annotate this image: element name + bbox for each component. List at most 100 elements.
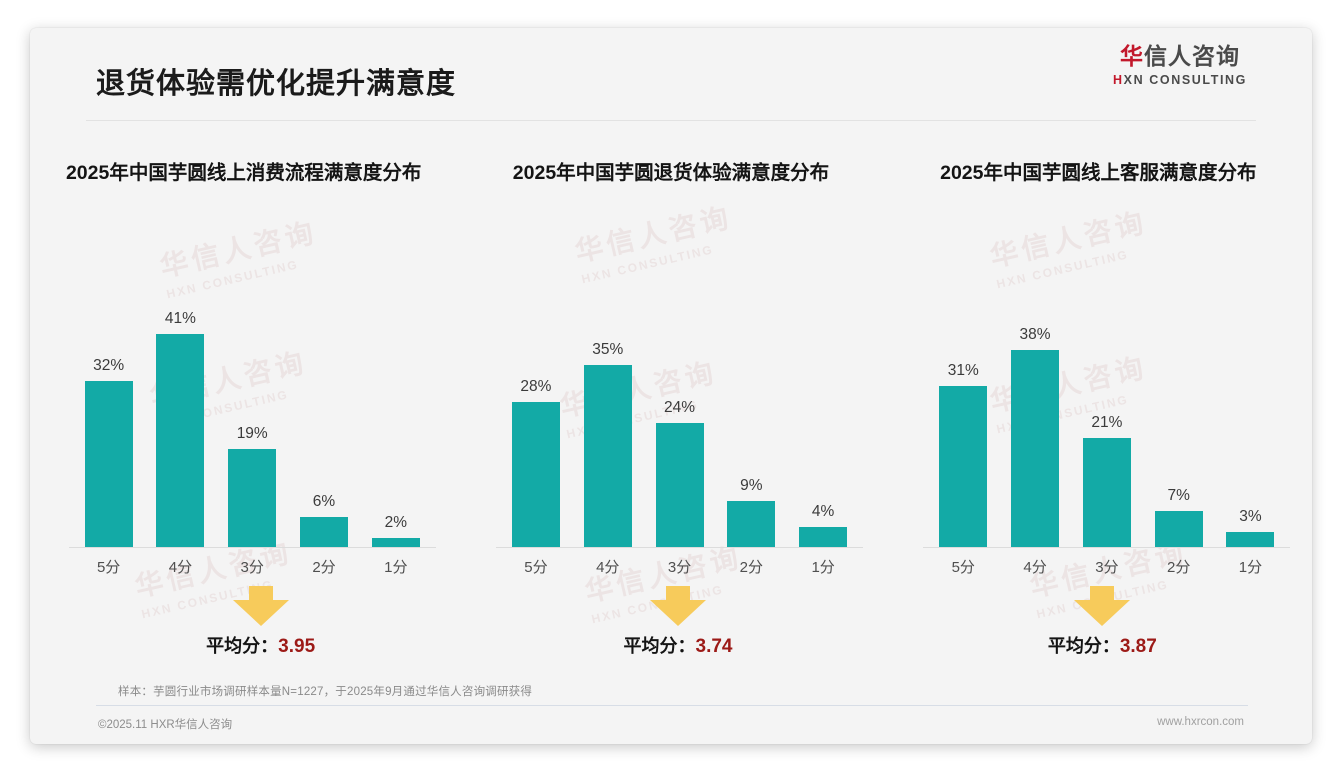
slide-canvas: 华信人咨询 HXN CONSULTING 华信人咨询 HXN CONSULTIN…: [30, 28, 1312, 744]
chart-plot-area: 28% 35% 24% 9%: [496, 268, 864, 548]
brand-logo-cn-rest: 信人咨询: [1144, 43, 1240, 69]
average-score-prefix: 平均分：: [623, 636, 696, 656]
brand-logo-en-accent: H: [1113, 73, 1124, 87]
bar[interactable]: [655, 423, 704, 548]
x-tick-label: 2分: [312, 559, 336, 576]
chart-plot-area: 31% 38% 21% 7%: [923, 268, 1291, 548]
bar-slot[interactable]: 38%: [999, 268, 1071, 548]
x-tick-label: 3分: [240, 559, 264, 576]
bar-value-label: 41%: [164, 310, 196, 327]
bar[interactable]: [228, 449, 277, 548]
bar-group: 31% 38% 21% 7%: [927, 268, 1286, 548]
bar-slot[interactable]: 31%: [927, 268, 999, 548]
average-callout: 平均分：3.95: [30, 586, 457, 658]
bar[interactable]: [939, 386, 988, 548]
header-divider: [86, 120, 1256, 121]
bar[interactable]: [727, 501, 776, 548]
bar[interactable]: [1011, 350, 1060, 548]
bar[interactable]: [1082, 438, 1131, 548]
x-axis-line: [923, 547, 1291, 548]
arrow-shaft: [248, 586, 273, 602]
bar-value-label: 28%: [520, 378, 552, 395]
average-score-text: 平均分：3.87: [893, 632, 1312, 658]
bar-value-label: 35%: [592, 341, 624, 358]
x-tick-label: 5分: [96, 559, 121, 576]
bar-value-label: 21%: [1091, 414, 1123, 431]
bar-slot[interactable]: 9%: [715, 268, 787, 548]
bar-slot[interactable]: 28%: [500, 268, 572, 548]
bar-value-label: 9%: [740, 477, 763, 494]
bar-value-label: 6%: [312, 493, 336, 510]
bar[interactable]: [300, 517, 348, 548]
arrow-head: [232, 600, 289, 626]
bar-value-label: 3%: [1239, 508, 1262, 525]
bar-value-label: 2%: [384, 514, 407, 531]
x-tick-label: 4分: [596, 559, 620, 576]
bar-value-label: 32%: [93, 357, 125, 374]
x-tick-label: 3分: [667, 559, 692, 576]
x-tick-label: 1分: [1238, 559, 1263, 576]
bar-value-label: 4%: [811, 503, 835, 520]
page-title: 退货体验需优化提升满意度: [96, 68, 457, 100]
bar-slot[interactable]: 19%: [216, 268, 288, 548]
bar-slot[interactable]: 35%: [572, 268, 644, 548]
x-axis-line: [68, 547, 436, 548]
bar-slot[interactable]: 7%: [1143, 268, 1215, 548]
average-score-value: 3.87: [1119, 636, 1157, 657]
average-callout: 平均分：3.87: [885, 586, 1312, 658]
average-score-text: 平均分：3.74: [471, 632, 884, 658]
bar-value-label: 19%: [236, 425, 268, 442]
bar-slot[interactable]: 32%: [73, 268, 145, 548]
down-arrow-icon: [232, 586, 289, 626]
x-axis-labels: 5分 4分 3分 2分 1分: [73, 556, 432, 577]
x-tick-label: 3分: [1095, 559, 1119, 576]
copyright-text: ©2025.11 HXR华信人咨询: [98, 719, 233, 731]
chart-title: 2025年中国芋圆线上消费流程满意度分布: [65, 162, 422, 184]
sample-note: 样本：芋圆行业市场调研样本量N=1227，于2025年9月通过华信人咨询调研获得: [118, 686, 533, 698]
x-tick-label: 1分: [384, 559, 408, 576]
bar[interactable]: [1226, 532, 1275, 548]
brand-logo-en-rest: XN CONSULTING: [1123, 73, 1247, 87]
bar-slot[interactable]: 21%: [1071, 268, 1143, 548]
bar-value-label: 38%: [1019, 326, 1051, 343]
bar[interactable]: [371, 538, 420, 548]
bar-group: 28% 35% 24% 9%: [500, 268, 859, 548]
average-score-prefix: 平均分：: [1047, 636, 1120, 656]
brand-logo-cn-accent: 华: [1120, 43, 1144, 69]
arrow-head: [1074, 600, 1131, 626]
bar-slot[interactable]: 24%: [644, 268, 716, 548]
bar-slot[interactable]: 41%: [145, 268, 217, 548]
bar[interactable]: [84, 381, 133, 548]
x-tick-label: 4分: [168, 559, 193, 576]
bar-slot[interactable]: 6%: [288, 268, 360, 548]
bar-slot[interactable]: 4%: [787, 268, 859, 548]
chart-title: 2025年中国芋圆退货体验满意度分布: [512, 162, 830, 184]
x-tick-label: 1分: [811, 559, 835, 576]
bar-slot[interactable]: 2%: [360, 268, 432, 548]
chart-panel-2: 2025年中国芋圆退货体验满意度分布 28% 35% 24%: [457, 138, 884, 678]
bar[interactable]: [799, 527, 848, 548]
arrow-shaft: [1090, 586, 1115, 602]
x-tick-label: 4分: [1023, 559, 1047, 576]
website-link[interactable]: www.hxrcon.com: [1157, 716, 1244, 728]
arrow-shaft: [665, 586, 690, 602]
footer-divider: [96, 705, 1248, 706]
bar[interactable]: [1154, 511, 1203, 548]
average-score-prefix: 平均分：: [206, 636, 279, 656]
x-axis-line: [496, 547, 864, 548]
down-arrow-icon: [649, 586, 706, 626]
bar-slot[interactable]: 3%: [1215, 268, 1287, 548]
charts-row: 2025年中国芋圆线上消费流程满意度分布 32% 41% 19%: [30, 138, 1312, 678]
brand-logo-en: HXN CONSULTING: [1090, 73, 1270, 87]
slide-header: 退货体验需优化提升满意度 华信人咨询 HXN CONSULTING: [30, 28, 1312, 122]
x-tick-label: 5分: [524, 559, 548, 576]
arrow-head: [649, 600, 706, 626]
bar[interactable]: [511, 402, 560, 548]
down-arrow-icon: [1074, 586, 1131, 626]
bar[interactable]: [583, 365, 632, 548]
chart-panel-1: 2025年中国芋圆线上消费流程满意度分布 32% 41% 19%: [30, 138, 457, 678]
bar-value-label: 24%: [664, 399, 696, 416]
bar[interactable]: [156, 334, 205, 548]
x-tick-label: 5分: [951, 559, 975, 576]
average-callout: 平均分：3.74: [457, 586, 884, 658]
